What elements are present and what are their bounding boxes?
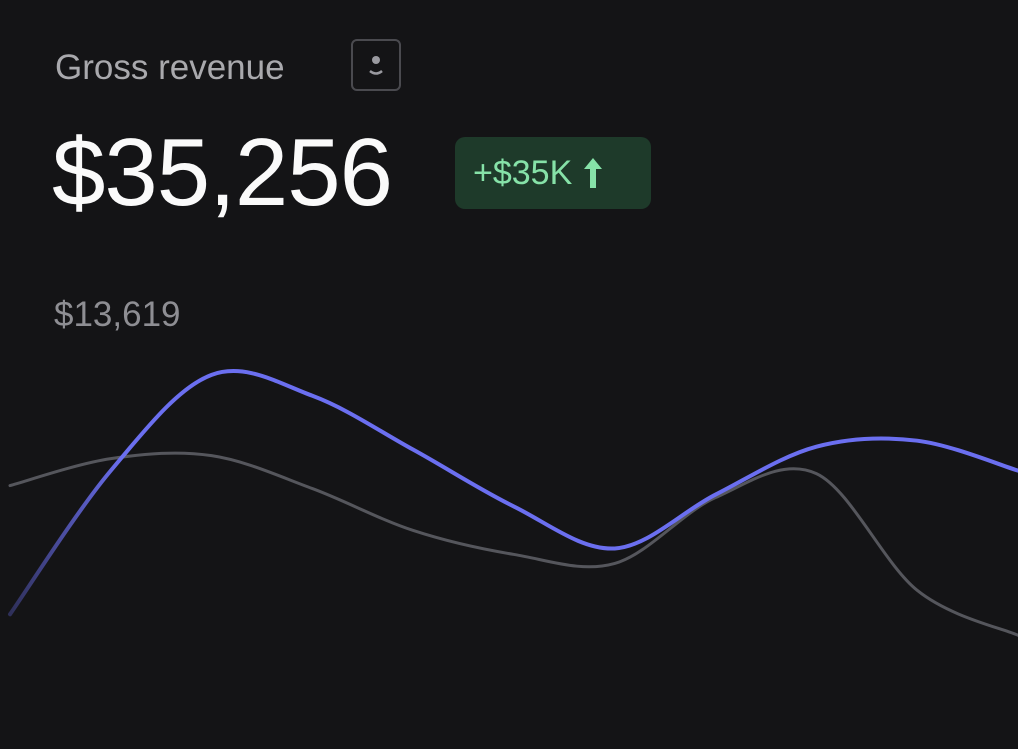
up-arrow <box>584 158 603 188</box>
series-line <box>8 451 1018 637</box>
icon-dot <box>372 56 380 64</box>
icon-glyph <box>369 56 383 75</box>
revenue-value: $35,256 <box>52 119 393 226</box>
card-title: Gross revenue <box>55 48 285 87</box>
reference-label: $13,619 <box>54 295 181 334</box>
arrow-shape <box>584 158 603 188</box>
change-text: +$35K <box>473 153 573 192</box>
icon-curve <box>369 69 383 75</box>
series-line <box>8 369 1018 617</box>
info-icon[interactable] <box>351 39 401 91</box>
change-badge: +$35K <box>455 137 651 209</box>
